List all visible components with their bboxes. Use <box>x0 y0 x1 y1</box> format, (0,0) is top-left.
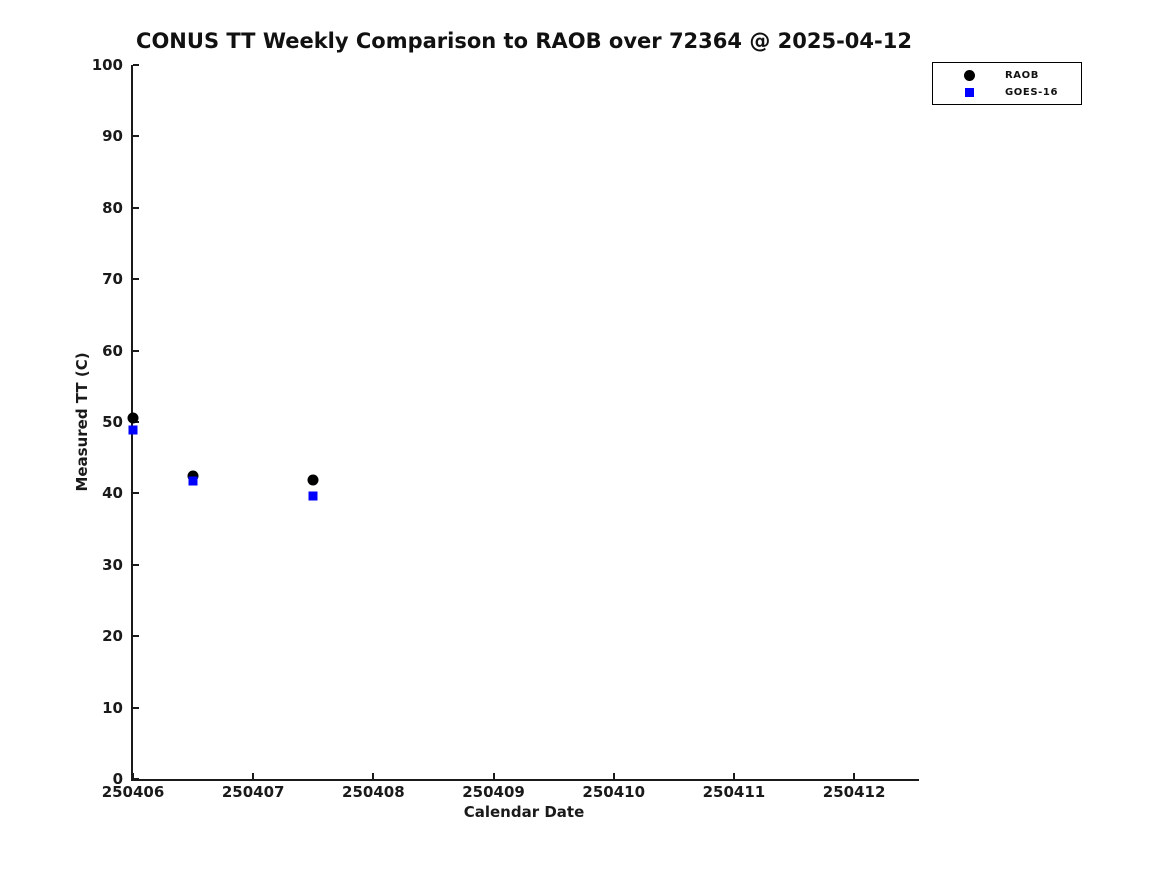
x-tick-label: 250406 <box>101 783 165 801</box>
x-tick-mark <box>492 773 495 779</box>
legend-label-raob: RAOB <box>1005 69 1039 81</box>
y-tick-mark <box>133 349 139 352</box>
goes-16-data-point <box>308 491 318 501</box>
legend-row-goes-16: GOES-16 <box>933 85 1081 99</box>
y-tick-mark <box>133 492 139 495</box>
y-tick-mark <box>133 706 139 709</box>
raob-circle-marker-icon <box>963 69 975 81</box>
x-axis-label: Calendar Date <box>463 803 585 821</box>
goes-16-square-marker-icon <box>964 87 974 97</box>
y-tick-label: 40 <box>102 484 123 503</box>
x-tick-label: 250408 <box>342 783 405 801</box>
x-tick-mark <box>732 773 735 779</box>
y-axis-label: Measured TT (C) <box>73 352 91 492</box>
y-tick-mark <box>133 278 139 281</box>
raob-data-point <box>127 412 139 424</box>
legend-marker-cell <box>933 87 1005 97</box>
y-tick-mark <box>133 635 139 638</box>
y-tick-label: 50 <box>102 413 123 431</box>
chart-title: CONUS TT Weekly Comparison to RAOB over … <box>136 29 912 53</box>
raob-data-point <box>307 474 319 486</box>
y-tick-mark <box>133 778 139 780</box>
y-tick-label: 100 <box>91 56 123 74</box>
y-tick-label: 90 <box>102 127 123 146</box>
x-tick-label: 250409 <box>462 783 525 801</box>
x-tick-mark <box>612 773 615 779</box>
x-tick-label: 250407 <box>221 783 285 801</box>
x-tick-mark <box>252 773 255 779</box>
y-tick-label: 70 <box>102 270 123 289</box>
y-tick-label: 0 <box>112 770 123 788</box>
plot-area: 0 10 20 30 40 50 60 70 80 90 100 250406 250407 250408… <box>92 56 919 801</box>
goes-16-data-point <box>188 476 198 486</box>
y-tick-mark <box>133 206 139 209</box>
x-tick-label: 250410 <box>582 783 646 801</box>
y-tick-label: 60 <box>102 341 123 360</box>
x-tick-mark <box>132 773 134 779</box>
legend: RAOB GOES-16 <box>932 62 1082 105</box>
legend-row-raob: RAOB <box>933 68 1081 82</box>
y-tick-mark <box>133 563 139 566</box>
goes-16-data-point <box>128 425 138 435</box>
y-tick-mark <box>133 135 139 138</box>
y-tick-label: 20 <box>102 627 123 646</box>
x-tick-label: 250412 <box>822 783 886 801</box>
y-tick-label: 80 <box>102 198 123 217</box>
x-tick-mark <box>372 773 375 779</box>
legend-label-goes-16: GOES-16 <box>1005 86 1059 98</box>
y-tick-label: 10 <box>102 698 123 717</box>
y-tick-label: 30 <box>102 555 123 574</box>
x-tick-label: 250411 <box>702 783 766 801</box>
y-tick-mark <box>133 64 139 66</box>
legend-marker-cell <box>933 69 1005 81</box>
x-tick-mark <box>853 773 856 779</box>
